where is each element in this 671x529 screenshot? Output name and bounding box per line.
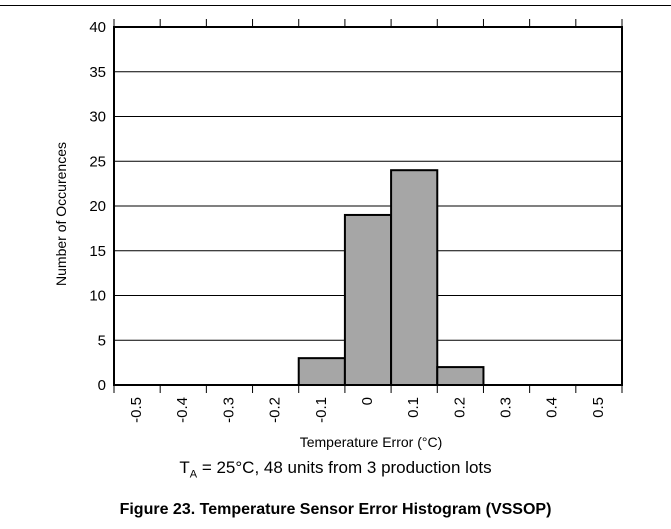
x-axis-label: Temperature Error (°C) — [300, 434, 443, 450]
x-tick-label: 0.5 — [590, 397, 607, 418]
x-tick-labels: -0.5 -0.4 -0.3 -0.2 -0.1 0 0.1 0.2 0.3 0.4 0.5 — [128, 397, 607, 423]
x-tick-label: 0.3 — [498, 397, 515, 418]
histogram-bar — [436, 366, 485, 387]
subtitle-rest: = 25°C, 48 units from 3 production lots — [197, 458, 492, 477]
y-tick-label: 15 — [89, 243, 106, 260]
x-tick-label: -0.3 — [220, 397, 237, 423]
subtitle-t: T — [179, 458, 190, 477]
x-tick-label: -0.2 — [267, 397, 284, 423]
y-tick-label: 30 — [89, 109, 106, 126]
y-tick-label: 35 — [89, 64, 106, 81]
histogram-bar — [297, 357, 346, 386]
x-tick-label: 0.1 — [405, 397, 422, 418]
y-axis-label: Number of Occurences — [53, 142, 69, 286]
histogram-bar — [343, 213, 393, 386]
x-tick-label: -0.1 — [313, 397, 330, 423]
histogram-bar — [390, 169, 439, 386]
tick-marks — [113, 19, 623, 393]
x-tick-label: 0 — [359, 397, 376, 405]
x-tick-label: 0.2 — [451, 397, 468, 418]
histogram-chart: 0 5 10 15 20 25 30 35 40 -0.5 -0.4 -0.3 -0.2 -0.1 0 0.… — [53, 19, 623, 450]
x-tick-label: -0.4 — [174, 397, 191, 423]
figure-caption: Figure 23. Temperature Sensor Error Hist… — [119, 501, 552, 518]
bars-group — [297, 169, 485, 387]
y-tick-label: 5 — [98, 332, 106, 349]
y-tick-label: 20 — [89, 198, 106, 215]
x-tick-label: -0.5 — [128, 397, 145, 423]
plot-frame — [113, 26, 623, 386]
y-tick-label: 10 — [89, 288, 106, 305]
y-tick-labels: 0 5 10 15 20 25 30 35 40 — [89, 19, 106, 394]
x-tick-label: 0.4 — [544, 397, 561, 418]
grid-lines — [114, 71, 622, 341]
chart-subtitle: TA = 25°C, 48 units from 3 production lo… — [0, 458, 671, 480]
top-rule — [0, 5, 671, 6]
subtitle-subscript: A — [189, 468, 198, 481]
y-tick-label: 0 — [98, 377, 106, 394]
y-tick-label: 40 — [89, 19, 106, 36]
y-tick-label: 25 — [89, 153, 106, 170]
